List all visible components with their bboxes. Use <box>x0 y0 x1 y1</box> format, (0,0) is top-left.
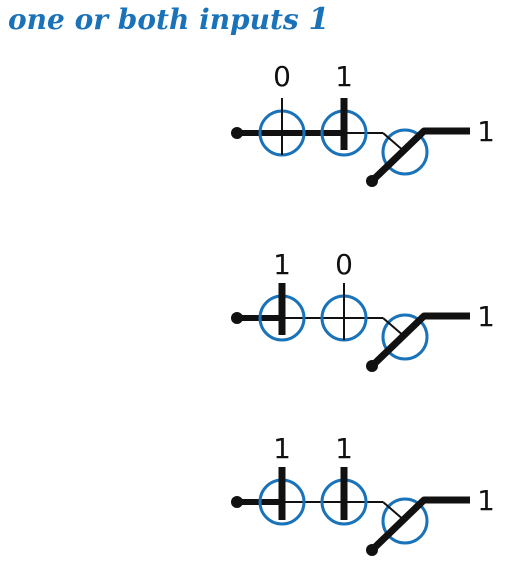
input-terminal <box>231 496 243 508</box>
input-a-label: 0 <box>273 60 291 93</box>
circuit-2: 1 0 1 <box>231 248 495 372</box>
input-b-label: 0 <box>335 248 353 281</box>
output-switch-ring <box>381 497 429 545</box>
input-a-label: 1 <box>273 248 291 281</box>
circuit-1: 0 1 1 <box>231 60 495 187</box>
output-label: 1 <box>477 300 495 333</box>
input-a-label: 1 <box>273 432 291 465</box>
output-label: 1 <box>477 484 495 517</box>
output-wire <box>369 496 470 553</box>
page-title: one or both inputs 1 <box>8 2 329 37</box>
output-label: 1 <box>477 115 495 148</box>
ground-terminal <box>366 175 378 187</box>
input-terminal <box>231 312 243 324</box>
output-wire <box>369 312 470 369</box>
circuit-3: 1 1 1 <box>231 432 495 556</box>
input-b-label: 1 <box>335 60 353 93</box>
title-emphasis: 1 <box>308 2 330 37</box>
output-switch-ring <box>381 128 429 176</box>
output-wire <box>369 127 470 184</box>
input-b-label: 1 <box>335 432 353 465</box>
ground-terminal <box>366 544 378 556</box>
title-text: one or both inputs <box>8 3 309 36</box>
input-terminal <box>231 127 243 139</box>
output-switch-ring <box>381 313 429 361</box>
ground-terminal <box>366 360 378 372</box>
